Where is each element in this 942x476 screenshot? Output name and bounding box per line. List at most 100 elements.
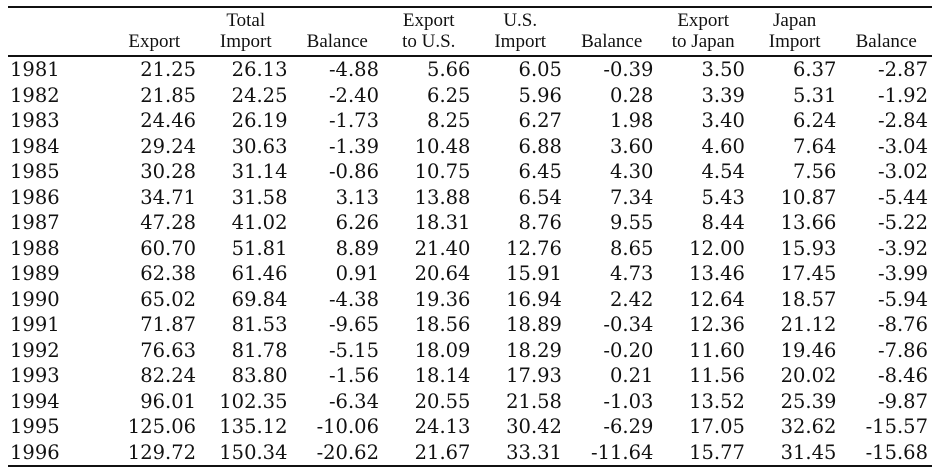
- value-cell: -4.38: [328, 287, 379, 311]
- value-cell: 3.40: [701, 109, 745, 132]
- year-cell: 1986: [10, 185, 60, 209]
- value-cell: 8.44: [701, 211, 745, 234]
- value-cell: 5.96: [518, 83, 562, 107]
- value-cell: 19.36: [414, 287, 471, 311]
- value-cell: 3.39: [701, 83, 745, 107]
- value-cell: 5.66: [427, 58, 471, 81]
- value-cell: -0.20: [603, 338, 654, 362]
- value-cell: -1.92: [877, 83, 928, 107]
- year-cell: 1989: [10, 262, 60, 285]
- value-cell: -9.87: [877, 389, 928, 413]
- table-header: Export Total Import Balance Export to U.S. U.…: [8, 6, 932, 57]
- column-header-line2: [12, 31, 105, 52]
- value-cell: 8.89: [335, 236, 379, 260]
- value-cell: -0.39: [603, 58, 654, 81]
- value-cell: 31.45: [748, 439, 841, 467]
- value-cell: 8.65: [610, 236, 654, 260]
- value-cell: 31.58: [231, 185, 288, 209]
- value-cell: 1.98: [610, 109, 654, 132]
- column-header-line1: [844, 10, 928, 31]
- year-cell: 1981: [10, 58, 60, 81]
- value-cell: 19.46: [780, 338, 837, 362]
- column-header-line1: [570, 10, 653, 31]
- value-cell: 18.57: [780, 287, 837, 311]
- trade-table: Export Total Import Balance Export to U.S. U.…: [8, 6, 932, 467]
- value-cell: 17.93: [506, 364, 562, 387]
- column-header: Balance: [840, 6, 932, 57]
- value-cell: -10.06: [316, 415, 379, 438]
- value-cell: 10.87: [780, 185, 837, 209]
- value-cell: 13.66: [780, 211, 837, 234]
- value-cell: 18.56: [414, 313, 471, 336]
- value-cell: 30.42: [506, 415, 562, 438]
- value-cell: 150.34: [200, 439, 292, 467]
- value-cell: -6.29: [603, 415, 654, 438]
- value-cell: 20.02: [780, 364, 837, 387]
- table-row: 1983 24.46 26.19 -1.73 8.25 6.27 1.98 3.40 6.24 -…: [8, 108, 932, 134]
- column-header: Export to Japan: [657, 6, 749, 57]
- value-cell: 5.31: [792, 83, 837, 107]
- value-cell: 102.35: [219, 389, 288, 413]
- column-header: U.S. Import: [474, 6, 566, 57]
- value-cell: 76.63: [140, 338, 197, 362]
- value-cell: -1.73: [328, 109, 379, 132]
- value-cell: 96.01: [140, 389, 197, 413]
- value-cell: 6.88: [518, 134, 562, 158]
- value-cell: 30.28: [140, 160, 197, 183]
- column-header-line2: Export: [128, 31, 181, 52]
- column-header-line2: to U.S.: [402, 31, 456, 52]
- value-cell: 125.06: [127, 415, 197, 438]
- trade-table-document: Export Total Import Balance Export to U.S. U.…: [8, 6, 932, 467]
- value-cell: 8.76: [518, 211, 562, 234]
- value-cell: 81.78: [231, 338, 288, 362]
- value-cell: -15.68: [840, 439, 932, 467]
- value-cell: 13.52: [689, 389, 745, 413]
- value-cell: -3.04: [877, 134, 928, 158]
- table-row: 1995 125.06 135.12 -10.06 24.13 30.42 -6.29 17.…: [8, 414, 932, 440]
- table-row: 1991 71.87 81.53 -9.65 18.56 18.89 -0.34 12.36 2…: [8, 312, 932, 338]
- year-cell: 1990: [10, 287, 60, 311]
- column-header-line2: Balance: [855, 31, 917, 52]
- value-cell: 12.00: [689, 236, 745, 260]
- value-cell: 8.25: [427, 109, 471, 132]
- value-cell: -5.94: [877, 287, 928, 311]
- value-cell: 0.28: [610, 83, 654, 107]
- value-cell: -2.84: [877, 109, 928, 132]
- value-cell: 0.21: [610, 364, 654, 387]
- value-cell: 18.14: [414, 364, 471, 387]
- year-cell: 1987: [10, 211, 60, 234]
- value-cell: -15.57: [865, 415, 928, 438]
- value-cell: 24.25: [231, 83, 288, 107]
- value-cell: -0.34: [603, 313, 654, 336]
- value-cell: -1.03: [603, 389, 654, 413]
- value-cell: 33.31: [474, 439, 566, 467]
- table-row: 1992 76.63 81.78 -5.15 18.09 18.29 -0.20 11.60 1…: [8, 338, 932, 364]
- value-cell: -8.46: [877, 364, 928, 387]
- value-cell: 81.53: [231, 313, 288, 336]
- column-header-line1: U.S.: [503, 10, 538, 31]
- value-cell: 6.24: [792, 109, 837, 132]
- value-cell: 13.88: [414, 185, 471, 209]
- value-cell: 32.62: [780, 415, 837, 438]
- value-cell: 4.60: [701, 134, 745, 158]
- column-header-line1: Export: [402, 10, 455, 31]
- value-cell: 129.72: [108, 439, 201, 467]
- value-cell: 13.46: [689, 262, 745, 285]
- year-cell: 1994: [10, 389, 60, 413]
- year-cell: 1996: [8, 439, 109, 467]
- value-cell: -5.44: [877, 185, 928, 209]
- year-cell: 1988: [10, 236, 60, 260]
- column-header-line2: Import: [219, 31, 272, 52]
- value-cell: 4.54: [701, 160, 745, 183]
- value-cell: -5.15: [328, 338, 379, 362]
- value-cell: 6.27: [518, 109, 562, 132]
- value-cell: -3.02: [877, 160, 928, 183]
- value-cell: -1.39: [328, 134, 379, 158]
- column-header: Export: [108, 6, 201, 57]
- year-cell: 1991: [10, 313, 60, 336]
- value-cell: -5.22: [877, 211, 928, 234]
- table-row: 1993 82.24 83.80 -1.56 18.14 17.93 0.21 11.56 20…: [8, 363, 932, 389]
- table-row: 1986 34.71 31.58 3.13 13.88 6.54 7.34 5.43 10.87…: [8, 185, 932, 211]
- value-cell: 6.37: [792, 58, 837, 81]
- value-cell: 10.48: [414, 134, 471, 158]
